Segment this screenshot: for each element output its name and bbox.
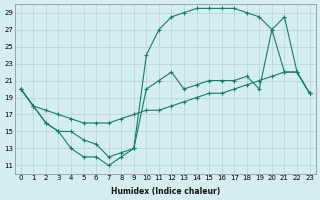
X-axis label: Humidex (Indice chaleur): Humidex (Indice chaleur) — [111, 187, 220, 196]
